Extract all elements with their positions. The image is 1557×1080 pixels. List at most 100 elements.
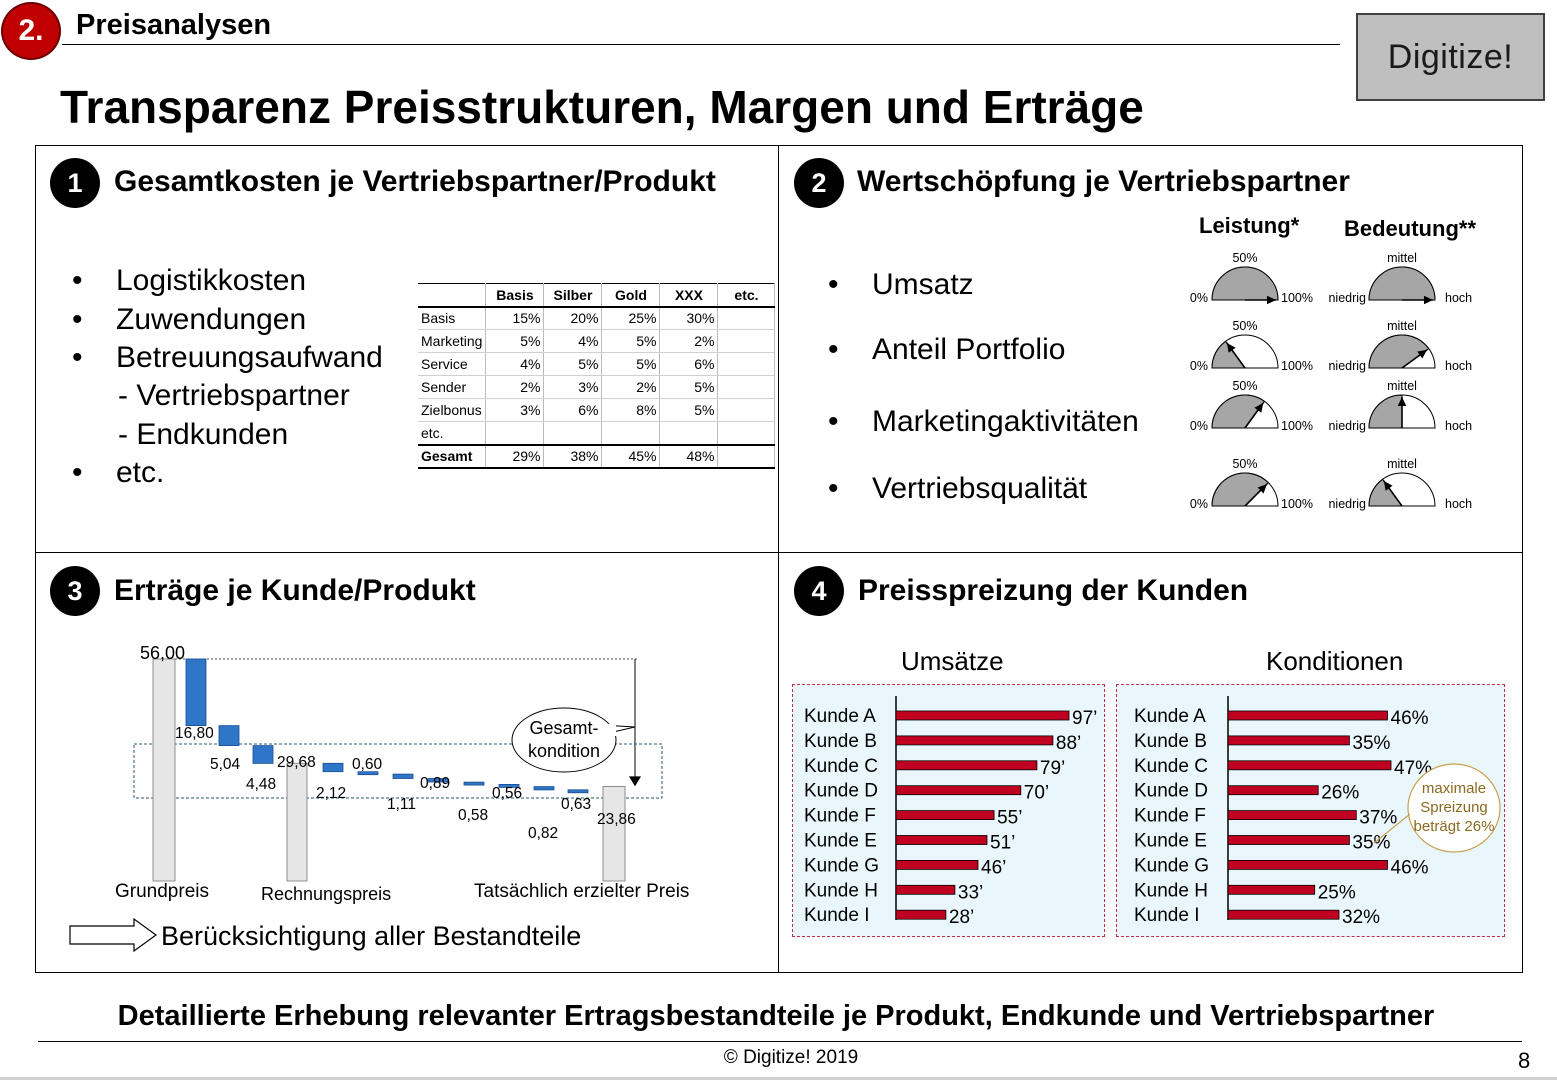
table-header: etc.	[717, 283, 776, 308]
table-cell	[717, 375, 776, 399]
table-cell	[717, 443, 776, 469]
table-cell: 5%	[601, 352, 661, 376]
gauge-label-right: hoch	[1445, 359, 1472, 373]
quadrant-2-number: 2	[794, 158, 844, 208]
bottom-edge	[0, 1077, 1557, 1080]
quadrant-2-title: Wertschöpfung je Vertriebspartner	[857, 165, 1350, 198]
summary-statement: Detaillierte Erhebung relevanter Ertrags…	[117, 1000, 1435, 1032]
gauge-label-left: 0%	[1190, 419, 1208, 433]
waterfall-delta-bar	[533, 786, 555, 791]
section-number-badge: 2.	[1, 2, 61, 60]
customer-label: Kunde B	[1134, 731, 1207, 752]
customer-label: Kunde I	[804, 905, 870, 926]
table-cell: 3%	[543, 375, 603, 399]
bar	[1227, 835, 1350, 845]
table-cell: 25%	[601, 306, 661, 330]
gauge-fill	[1368, 478, 1403, 507]
gauge-label-right: 100%	[1281, 419, 1313, 433]
table-cell: 2%	[659, 329, 719, 353]
table-cell: 38%	[543, 443, 603, 469]
table-row: Basis 15% 20% 25% 30%	[418, 306, 776, 330]
waterfall-label: 1,11	[387, 796, 416, 813]
gauge-label-right: hoch	[1445, 497, 1472, 511]
gauge-label-left: 0%	[1190, 291, 1208, 305]
gauge-label-right: 100%	[1281, 291, 1313, 305]
table-cell	[485, 421, 545, 445]
x-label-erzielter-preis: Tatsächlich erzielter Preis	[474, 881, 690, 902]
x-label-rechnungspreis: Rechnungspreis	[261, 884, 392, 904]
table-cell: 5%	[543, 352, 603, 376]
gauge-label-left: 0%	[1190, 359, 1208, 373]
bar	[895, 835, 988, 845]
table-cell: 6%	[543, 398, 603, 422]
bar-value-label: 55’	[997, 808, 1022, 829]
bar	[895, 909, 947, 920]
waterfall-label: 4,48	[246, 776, 276, 793]
customer-label: Kunde D	[1134, 781, 1208, 802]
gauge-label-mid: 50%	[1232, 379, 1257, 393]
table-cell: Service	[418, 352, 487, 376]
table-cell	[601, 421, 661, 445]
total-arrow-head	[629, 776, 641, 787]
table-cell: Gesamt	[418, 443, 487, 469]
gauge-label-left: niedrig	[1328, 497, 1366, 511]
waterfall-total-bar	[152, 658, 176, 882]
bar-value-label: 51’	[990, 833, 1015, 854]
table-total-row: Gesamt 29% 38% 45% 48%	[418, 443, 776, 469]
bullet-item: • etc.	[72, 456, 165, 489]
spreizung-callout-text: beträgt 26%	[1414, 818, 1495, 835]
gauge-label-right: 100%	[1281, 359, 1313, 373]
table-header-row: Basis Silber Gold XXX etc.	[418, 283, 776, 308]
sub-bullet-item: - Vertriebspartner	[118, 379, 350, 412]
table-cell	[717, 421, 776, 445]
customer-label: Kunde E	[1134, 831, 1207, 852]
bar	[1227, 859, 1388, 870]
waterfall-label: 29,68	[277, 754, 316, 771]
table-cell	[717, 306, 776, 330]
waterfall-label: 56,00	[140, 643, 185, 663]
table-cell	[543, 421, 603, 445]
table-cell: 29%	[485, 443, 545, 469]
table-cell: 5%	[601, 329, 661, 353]
arrow-right-icon	[69, 917, 158, 953]
bar	[895, 884, 956, 895]
spreizung-callout-text: Spreizung	[1420, 799, 1488, 816]
table-cell: 4%	[543, 329, 603, 353]
table-cell: etc.	[418, 421, 487, 445]
customer-label: Kunde A	[1134, 706, 1206, 727]
bar	[895, 785, 1022, 796]
arrow-caption: Berücksichtigung aller Bestandteile	[161, 921, 582, 951]
gauge-needle-head	[1266, 295, 1276, 305]
bullet-item: • Marketingaktivitäten	[828, 405, 1139, 438]
customer-label: Kunde F	[804, 806, 876, 827]
table-row: Sender 2% 3% 2% 5%	[418, 375, 776, 399]
customer-label: Kunde A	[804, 706, 876, 727]
konditionen-bar-chart: Kunde A 46% Kunde B 35% Kunde C 47% Kunde D 26%…	[1134, 696, 1501, 928]
header-divider	[62, 44, 1340, 45]
spreizung-callout-pointer	[1373, 813, 1411, 844]
waterfall-label: 0,89	[420, 775, 450, 792]
gauge-label-mid: mittel	[1387, 457, 1417, 471]
customer-label: Kunde F	[1134, 806, 1206, 827]
waterfall-label: 5,04	[210, 756, 241, 773]
umsaetze-bar-chart: Kunde A 97’ Kunde B 88’ Kunde C 79’ Kunde D 70’…	[804, 696, 1097, 928]
table-cell: Zielbonus	[418, 398, 487, 422]
logo: Digitize!	[1356, 13, 1545, 101]
table-cell: 5%	[659, 375, 719, 399]
customer-label: Kunde G	[804, 855, 879, 876]
waterfall-label: 0,60	[352, 756, 383, 773]
table-cell	[717, 398, 776, 422]
gauge-label-mid: 50%	[1232, 251, 1257, 265]
table-cell: 30%	[659, 306, 719, 330]
table-cell: 48%	[659, 443, 719, 469]
gauge-fill	[1368, 334, 1430, 369]
bar	[1227, 760, 1392, 771]
bar-value-label: 33’	[958, 882, 983, 903]
x-label-grundpreis: Grundpreis	[115, 881, 209, 902]
bar	[1227, 710, 1388, 721]
bar-value-label: 97’	[1072, 708, 1097, 729]
customer-label: Kunde C	[1134, 756, 1208, 777]
waterfall-delta-bar	[392, 773, 414, 779]
waterfall-delta-bar	[498, 783, 520, 788]
table-cell: 3%	[485, 398, 545, 422]
